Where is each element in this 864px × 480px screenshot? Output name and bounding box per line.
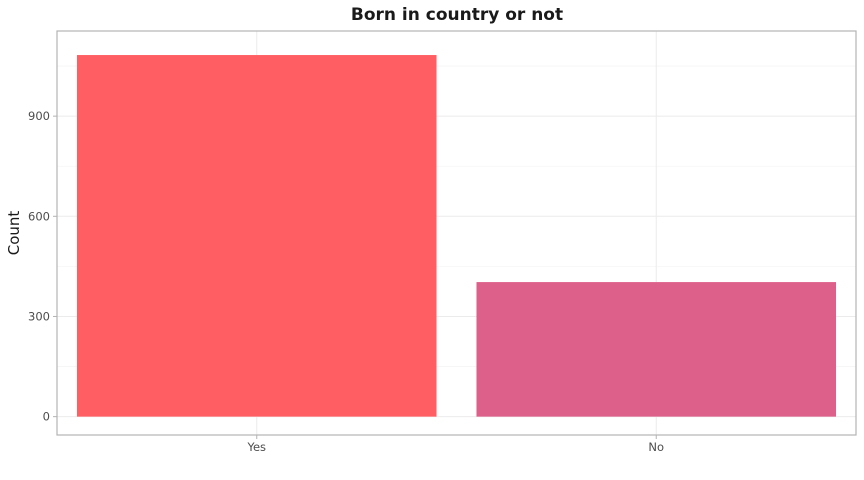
chart-title: Born in country or not <box>351 5 563 25</box>
y-tick-label: 600 <box>28 209 50 223</box>
panel-border <box>56 30 857 436</box>
axes: 0 300 600 900 Yes No <box>28 109 664 454</box>
y-axis-label: Count <box>5 211 23 256</box>
x-tick-label: Yes <box>246 440 266 454</box>
y-tick-label: 300 <box>28 309 50 323</box>
bars <box>76 55 837 417</box>
bar-no <box>476 282 837 417</box>
x-tick-label: No <box>648 440 664 454</box>
y-tick-label: 900 <box>28 109 50 123</box>
bar-yes <box>76 55 437 417</box>
y-tick-label: 0 <box>43 410 50 424</box>
